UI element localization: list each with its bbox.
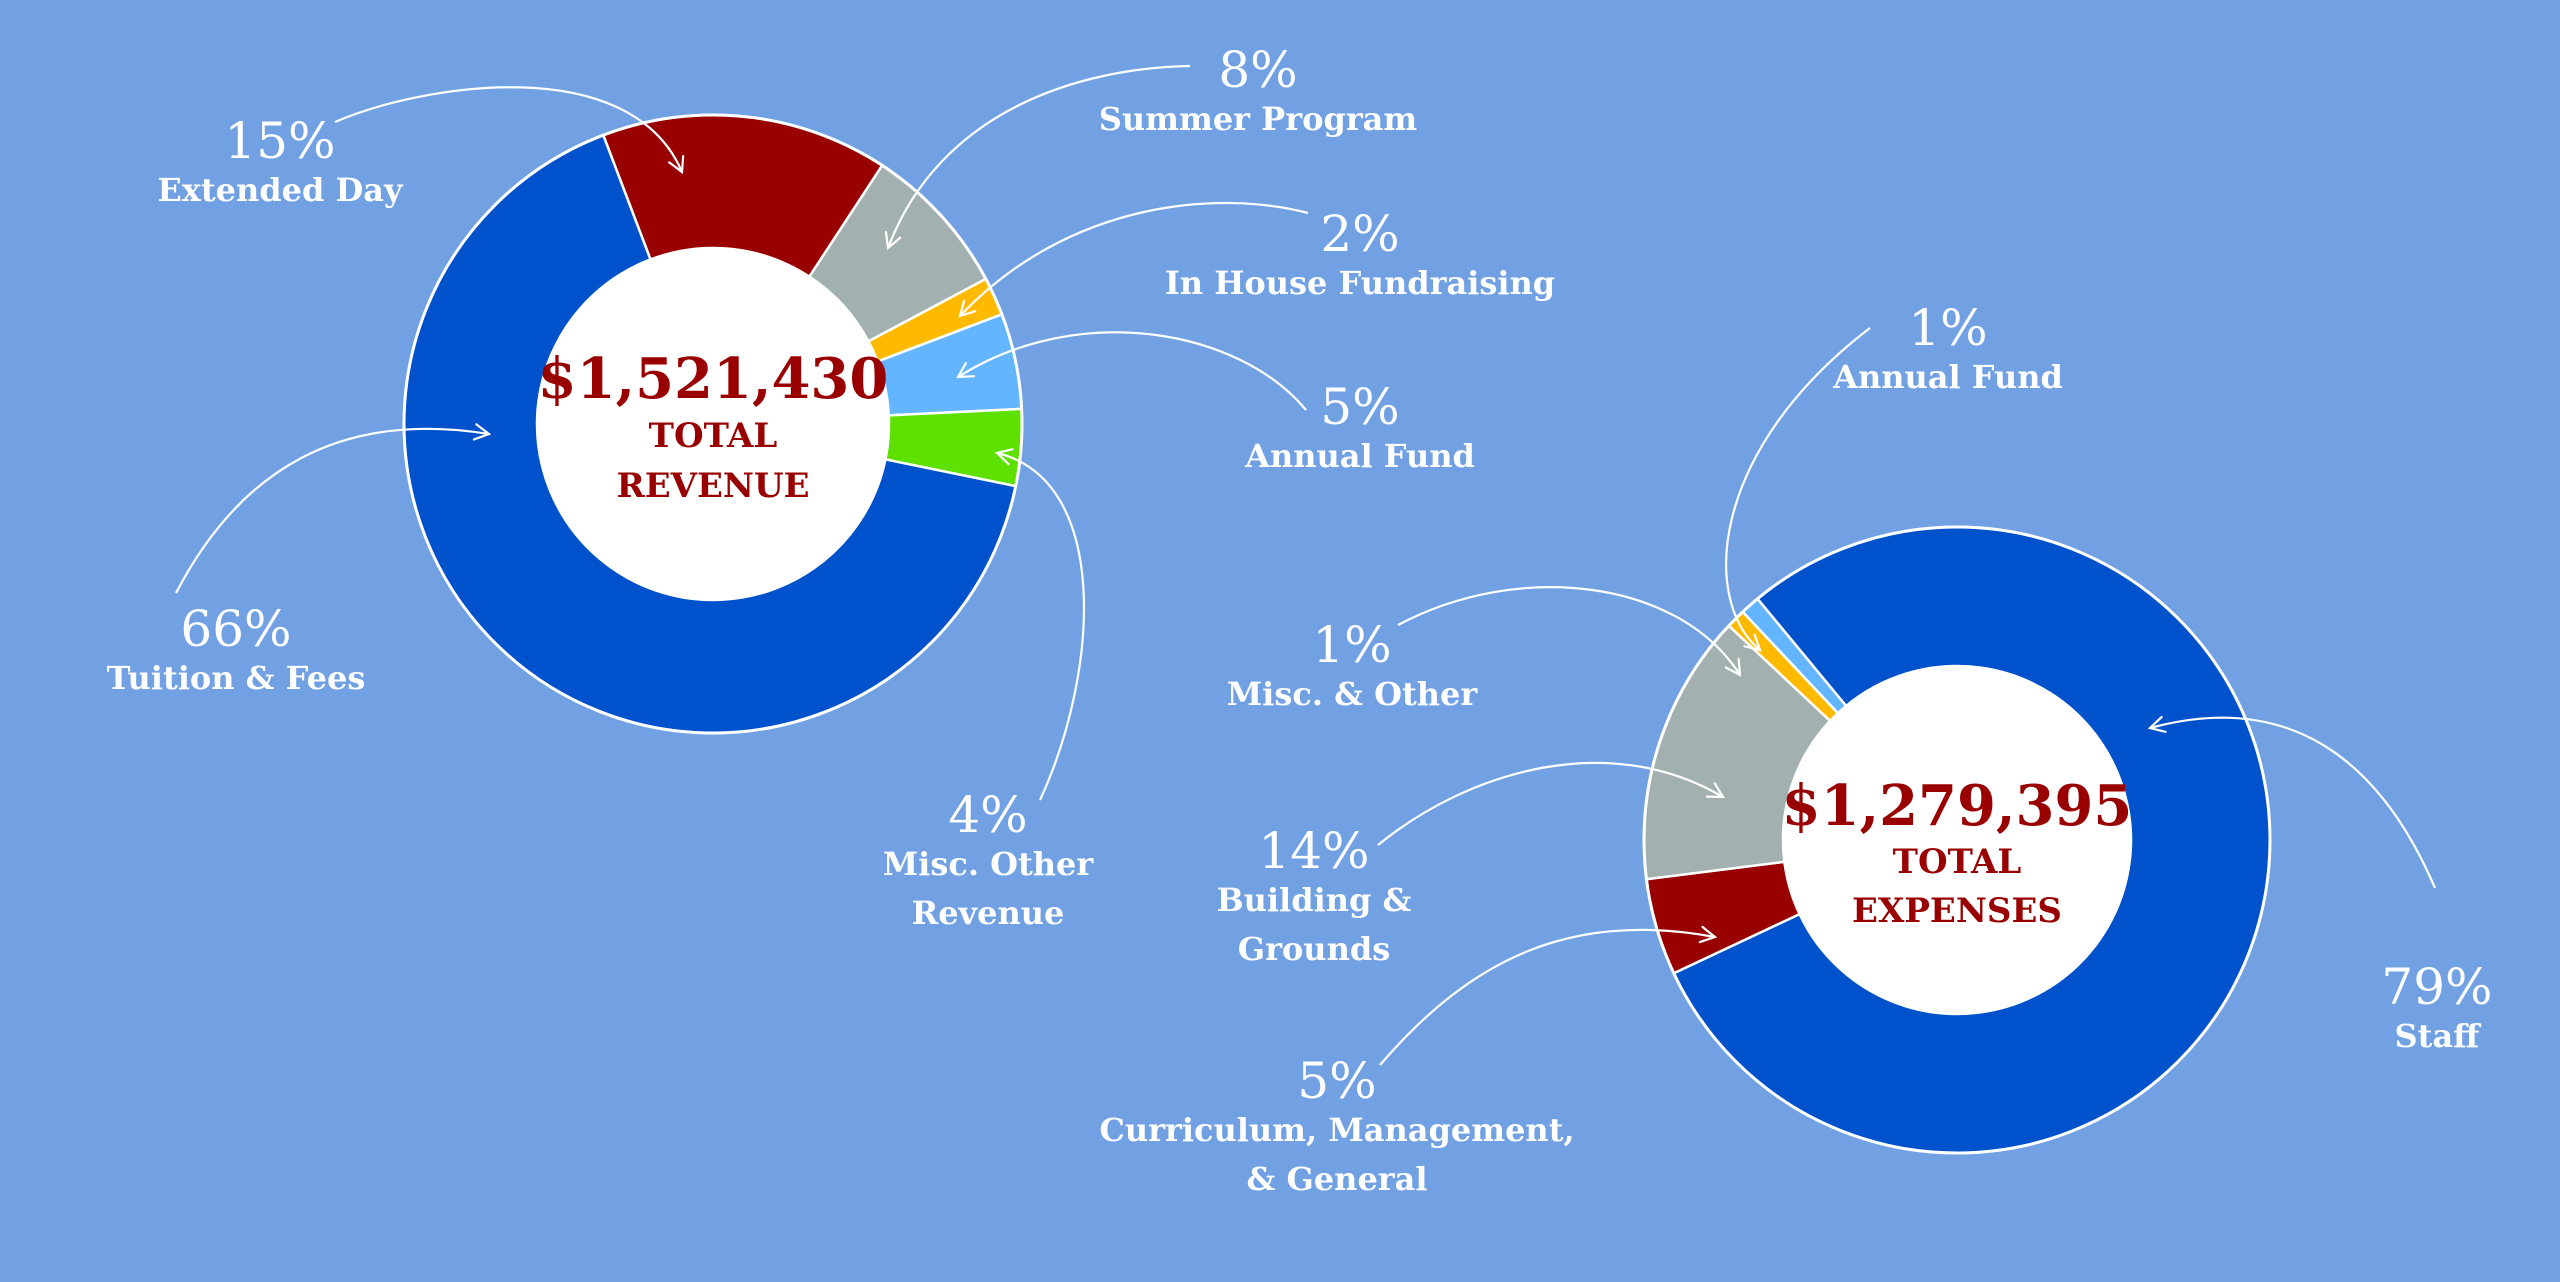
expenses-category-label: Misc. & Other — [1227, 675, 1479, 713]
arrowhead-icon — [884, 231, 902, 251]
expenses-total-label: TOTAL — [1893, 842, 2022, 882]
expenses-leader-line — [2149, 716, 2437, 889]
expenses-category-label: Building & — [1217, 881, 1412, 919]
revenue-leader-line — [996, 451, 1086, 801]
revenue-percent-label: 2% — [1320, 205, 1399, 263]
revenue-callout-tuition-and-fees: 66%Tuition & Fees — [107, 423, 492, 697]
arrowhead-icon — [1698, 925, 1718, 944]
revenue-percent-label: 15% — [224, 112, 335, 170]
arrowhead-icon — [994, 448, 1014, 466]
revenue-category-label: Misc. Other — [883, 845, 1095, 883]
revenue-callout-in-house-fundraising: 2%In House Fundraising — [958, 201, 1555, 318]
revenue-category-label: Revenue — [912, 894, 1065, 932]
revenue-category-label: In House Fundraising — [1165, 264, 1555, 302]
expenses-leader-line — [1377, 761, 1724, 846]
revenue-leader-line — [957, 331, 1307, 411]
expenses-center-hole — [1783, 666, 2131, 1014]
expenses-category-label: Grounds — [1238, 930, 1390, 968]
expenses-leader-line — [1397, 586, 1741, 676]
expenses-callout-staff: 79%Staff — [2147, 715, 2493, 1055]
arrowhead-icon — [956, 362, 976, 379]
revenue-percent-label: 4% — [948, 786, 1027, 844]
revenue-category-label: Tuition & Fees — [107, 659, 366, 697]
revenue-category-label: Extended Day — [157, 171, 404, 209]
revenue-total-label: REVENUE — [616, 466, 809, 506]
expenses-category-label: Annual Fund — [1832, 358, 2063, 396]
revenue-leader-line — [175, 427, 490, 594]
expenses-callout-building-and-grounds: 14%Building & Grounds — [1217, 761, 1725, 968]
revenue-total-label: TOTAL — [649, 416, 778, 456]
revenue-percent-label: 5% — [1320, 378, 1399, 436]
revenue-category-label: Summer Program — [1099, 100, 1418, 138]
arrowhead-icon — [1705, 782, 1725, 799]
revenue-center-hole — [537, 248, 889, 600]
expenses-percent-label: 1% — [1312, 616, 1391, 674]
expenses-donut-chart: $1,279,395TOTALEXPENSES79%Staff5%Curricu… — [1099, 299, 2492, 1198]
expenses-category-label: & General — [1246, 1160, 1427, 1198]
expenses-total-value: $1,279,395 — [1782, 773, 2133, 839]
revenue-callout-misc-other-revenue: 4%Misc. Other Revenue — [883, 448, 1095, 932]
revenue-leader-line — [959, 201, 1309, 317]
expenses-category-label: Curriculum, Management, — [1099, 1111, 1574, 1149]
expenses-callout-curriculum-management-and-general: 5%Curriculum, Management, & General — [1099, 925, 1718, 1198]
revenue-leader-line — [886, 64, 1191, 249]
revenue-total-value: $1,521,430 — [538, 346, 889, 412]
revenue-percent-label: 66% — [180, 600, 291, 658]
expenses-callout-annual-fund: 1%Annual Fund — [1725, 299, 2063, 652]
revenue-callout-summer-program: 8%Summer Program — [884, 41, 1418, 251]
arrowhead-icon — [1743, 633, 1762, 652]
expenses-percent-label: 5% — [1297, 1052, 1376, 1110]
arrowhead-icon — [1724, 657, 1742, 677]
arrowhead-icon — [958, 299, 977, 318]
revenue-callout-extended-day: 15%Extended Day — [157, 86, 685, 209]
revenue-leader-line — [334, 86, 684, 173]
expenses-leader-line — [1725, 327, 1871, 651]
expenses-outer-ring — [1642, 525, 2272, 1155]
revenue-callout-annual-fund: 5%Annual Fund — [956, 331, 1475, 475]
expenses-leader-line — [1379, 928, 1716, 1066]
revenue-percent-label: 8% — [1218, 41, 1297, 99]
expenses-total-label: EXPENSES — [1852, 891, 2062, 931]
expenses-percent-label: 79% — [2381, 958, 2492, 1016]
arrowhead-icon — [2147, 715, 2167, 733]
expenses-percent-label: 1% — [1908, 299, 1987, 357]
expenses-percent-label: 14% — [1258, 822, 1369, 880]
arrowhead-icon — [472, 423, 492, 441]
expenses-callout-misc-and-other: 1%Misc. & Other — [1227, 586, 1742, 713]
arrowhead-icon — [668, 154, 685, 175]
revenue-category-label: Annual Fund — [1244, 437, 1475, 475]
expenses-category-label: Staff — [2395, 1017, 2482, 1055]
revenue-outer-ring — [402, 113, 1024, 735]
